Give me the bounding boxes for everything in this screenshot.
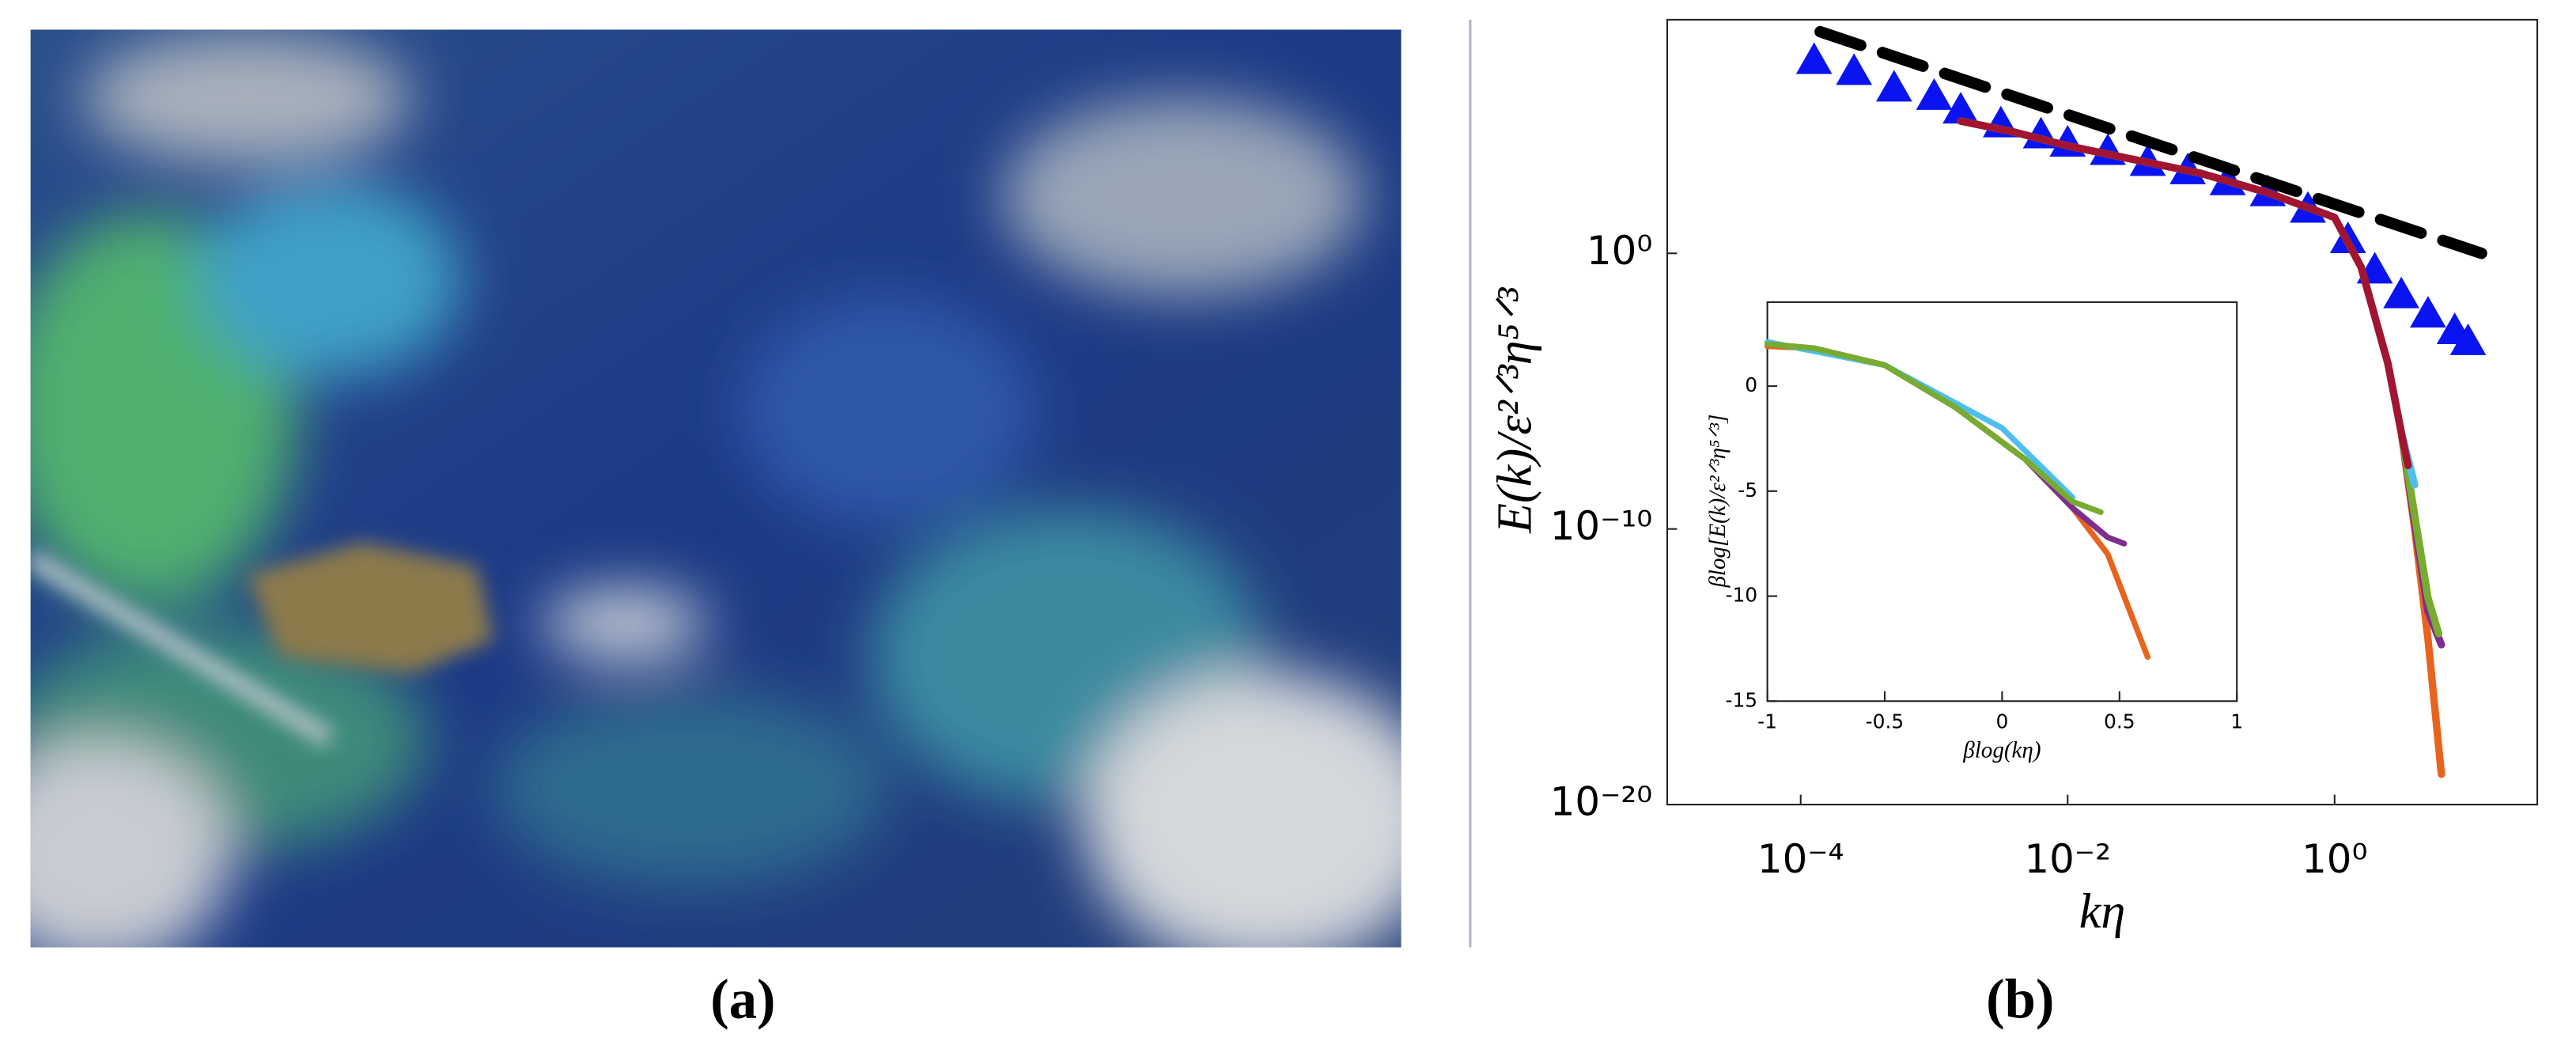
y-tick-label: 10⁻²⁰: [1550, 779, 1653, 825]
x-tick-label: 10⁻²: [2024, 836, 2111, 882]
data-point: [1836, 53, 1873, 85]
data-point: [1876, 70, 1912, 102]
y-tick-label: 10⁰: [1587, 228, 1652, 274]
x-tick-label: 10⁰: [2302, 836, 2367, 882]
panel-label: (b): [1986, 968, 2054, 1030]
x-tick-label: -1: [1757, 710, 1777, 733]
x-tick-label: 1: [2230, 710, 2243, 733]
y-tick-label: 0: [1745, 373, 1757, 396]
x-axis-label: βlog(kη): [1962, 737, 2041, 763]
data-point: [1916, 78, 1953, 110]
x-tick-label: 0: [1995, 710, 2008, 733]
x-tick-label: 0.5: [2104, 710, 2135, 733]
data-line: [1764, 341, 2104, 515]
panel-label: (a): [710, 968, 775, 1030]
data-line: [1957, 117, 2412, 470]
y-tick-label: 10⁻¹⁰: [1550, 503, 1653, 549]
x-axis-label: kη: [2079, 884, 2126, 938]
satellite-image: [30, 29, 1401, 948]
y-axis-label: βlog[E(k)/ε²ᐟ³η⁵ᐟ³]: [1705, 415, 1731, 589]
data-point: [1795, 42, 1833, 74]
data-line: [1814, 25, 2487, 259]
y-tick-label: -10: [1725, 584, 1757, 607]
y-tick-label: -15: [1725, 688, 1757, 711]
data-point: [2383, 276, 2419, 309]
x-tick-label: 10⁻⁴: [1757, 836, 1844, 882]
data-point: [1942, 92, 1979, 124]
data-point: [2449, 323, 2487, 355]
x-tick-label: -0.5: [1866, 710, 1905, 733]
y-tick-label: -5: [1738, 479, 1757, 502]
y-axis-label: E(k)/ε²ᐟ³η⁵ᐟ³: [1488, 286, 1541, 533]
plot-area: [1766, 301, 2238, 702]
data-point: [2410, 296, 2446, 328]
